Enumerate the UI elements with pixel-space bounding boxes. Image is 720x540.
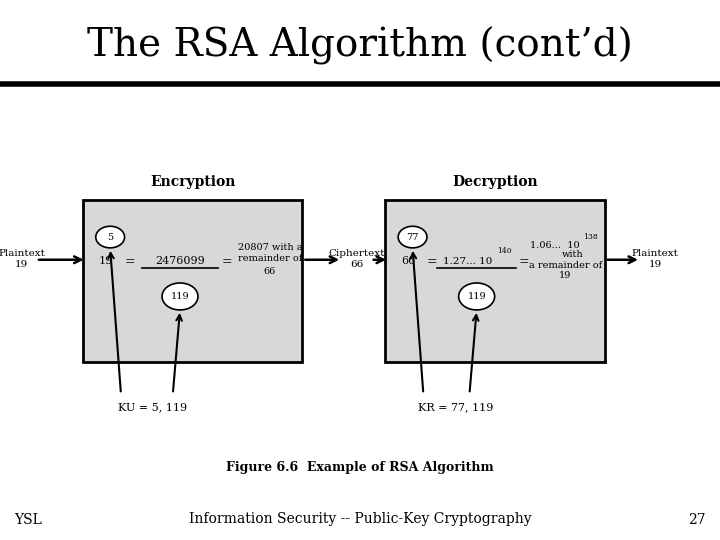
- Text: with: with: [562, 251, 583, 259]
- Text: 5: 5: [107, 233, 113, 241]
- Text: 119: 119: [171, 292, 189, 301]
- Bar: [385, 200, 605, 362]
- Bar: [83, 200, 302, 362]
- Text: KR = 77, 119: KR = 77, 119: [418, 402, 493, 413]
- Text: Ciphertext: Ciphertext: [328, 249, 384, 258]
- Text: =: =: [125, 255, 135, 268]
- Text: Plaintext: Plaintext: [631, 249, 679, 258]
- Text: Figure 6.6  Example of RSA Algorithm: Figure 6.6 Example of RSA Algorithm: [226, 461, 494, 474]
- Circle shape: [459, 283, 495, 310]
- Circle shape: [162, 283, 198, 310]
- Text: 19: 19: [559, 271, 572, 280]
- Text: 1.06...  10: 1.06... 10: [530, 241, 579, 249]
- Text: Decryption: Decryption: [452, 175, 538, 189]
- Text: Encryption: Encryption: [150, 175, 235, 189]
- Text: Plaintext: Plaintext: [0, 249, 45, 258]
- Text: 20807 with a: 20807 with a: [238, 244, 302, 252]
- Text: 19: 19: [649, 260, 662, 268]
- Text: YSL: YSL: [14, 512, 42, 526]
- Text: =: =: [518, 255, 528, 268]
- Text: 66: 66: [264, 267, 276, 275]
- Text: 19: 19: [15, 260, 28, 268]
- Text: =: =: [427, 255, 437, 268]
- Circle shape: [398, 226, 427, 248]
- Text: 66: 66: [350, 260, 363, 268]
- Text: =: =: [222, 255, 232, 268]
- Text: remainder of: remainder of: [238, 254, 302, 263]
- Text: 138: 138: [583, 233, 598, 240]
- Text: The RSA Algorithm (cont’d): The RSA Algorithm (cont’d): [87, 26, 633, 65]
- Text: 119: 119: [467, 292, 486, 301]
- Text: 2476099: 2476099: [155, 256, 205, 266]
- Text: 66: 66: [401, 256, 415, 266]
- Text: KU = 5, 119: KU = 5, 119: [117, 402, 187, 413]
- Text: 140: 140: [497, 247, 511, 254]
- Text: 27: 27: [688, 512, 706, 526]
- Text: 19: 19: [99, 256, 113, 266]
- Text: 1.27... 10: 1.27... 10: [444, 257, 492, 266]
- Text: a remainder of: a remainder of: [528, 261, 602, 269]
- Text: Information Security -- Public-Key Cryptography: Information Security -- Public-Key Crypt…: [189, 512, 531, 526]
- Circle shape: [96, 226, 125, 248]
- Text: 77: 77: [406, 233, 419, 241]
